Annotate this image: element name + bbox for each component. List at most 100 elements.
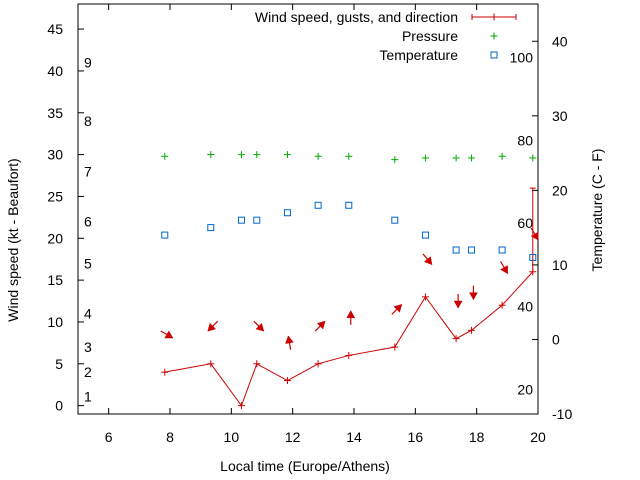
pressure-point [421,154,429,162]
y-tick-label: 5 [55,356,63,372]
y-tick-label: 10 [47,314,63,330]
y2-tick-label: 40 [552,33,568,49]
data-series [160,151,539,410]
wind-point [345,351,353,359]
arrow-head [316,320,326,330]
temperature-point [421,231,429,239]
y2-tick-label: 20 [552,182,568,198]
arrow-head [207,322,217,332]
legend-label: Temperature [379,47,458,63]
legend-temperature-marker [490,51,498,59]
wind-direction-arrow [422,253,433,265]
tick-labels: 6 8 10 12 14 16 18 20051015202530354045-1001020… [47,21,572,445]
y-tick-label: 35 [47,105,63,121]
y-tick-label: 40 [47,63,63,79]
wind-point [207,360,215,368]
beaufort-label: 4 [84,306,92,322]
wind-point [452,335,460,343]
pressure-point [529,154,537,162]
plot-border [77,3,539,415]
wind-point [421,293,429,301]
y2-tick-label: 30 [552,108,568,124]
temperature-point [161,231,169,239]
y2-tick-label: -10 [552,406,572,422]
fahrenheit-label: 40 [517,299,533,315]
pressure-point [314,152,322,160]
fahrenheit-label: 100 [510,50,534,66]
arrow-head [423,256,433,265]
unit-labels: 1 2 3 4 5 6 7 8 9 20 40 60 80 100 [84,50,533,405]
temperature-point [391,216,399,224]
arrow-head [453,300,463,309]
temperature-point [498,246,506,254]
fahrenheit-label: 80 [517,132,533,148]
wind-direction-arrow [346,310,356,325]
temperature-point [467,246,475,254]
wind-point [237,402,245,410]
wind-point [498,301,506,309]
wind-direction-arrow [500,261,509,275]
wind-direction-arrow [207,320,219,332]
wind-direction-arrow [391,304,403,315]
pressure-point [467,154,475,162]
x-tick-label: 20 [530,429,546,445]
y2-tick-label: 0 [552,331,560,347]
arrow-head [255,322,265,332]
legend-label: Pressure [402,28,458,44]
x-tick-label: 10 [224,429,240,445]
temperature-point [452,246,460,254]
wind-direction-arrow [453,294,463,309]
beaufort-label: 9 [84,55,92,71]
wind-point [314,360,322,368]
wind-point [253,360,261,368]
pressure-point [207,151,215,159]
arrow-head [346,310,356,319]
temperature-point [345,201,353,209]
pressure-point [283,151,291,159]
arrow-head [285,335,294,344]
temperature-point [529,253,537,261]
temperature-point [314,201,322,209]
pressure-point [237,151,245,159]
fahrenheit-label: 60 [517,215,533,231]
arrow-head [469,292,478,301]
beaufort-label: 3 [84,339,92,355]
pressure-point [452,154,460,162]
y-tick-label: 15 [47,272,63,288]
x-tick-label: 14 [346,429,362,445]
x-tick-label: 12 [285,429,301,445]
wind-speed-line [164,271,534,407]
wind-point [467,326,475,334]
wind-direction-arrow [469,285,478,301]
y-tick-label: 25 [47,188,63,204]
wind-direction-arrow [253,320,265,332]
x-tick-label: 18 [469,429,485,445]
legend: Wind speed, gusts, and direction Pressure… [255,9,517,63]
y-tick-label: 20 [47,230,63,246]
wind-point [161,368,169,376]
temperature-point [283,209,291,217]
x-tick-label: 8 [166,429,174,445]
x-tick-label: 16 [408,429,424,445]
legend-label: Wind speed, gusts, and direction [255,9,458,25]
arrow-head [164,330,174,339]
x-tick-label: 6 [105,429,113,445]
axis-ticks [78,4,539,415]
y-tick-label: 30 [47,147,63,163]
pressure-point [345,152,353,160]
y2-tick-label: 10 [552,257,568,273]
pressure-point [391,156,399,164]
wind-point [391,343,399,351]
beaufort-label: 1 [84,388,92,404]
arrow-head [393,304,403,313]
arrow-head [500,265,508,275]
wind-point [283,377,291,385]
temperature-point [237,216,245,224]
y2-axis-label: Temperature (C - F) [589,149,605,272]
pressure-point [161,152,169,160]
wind-direction-arrow [530,227,539,241]
y-tick-label: 45 [47,21,63,37]
beaufort-label: 6 [84,214,92,230]
fahrenheit-label: 20 [517,381,533,397]
wind-direction-arrow [160,330,174,339]
